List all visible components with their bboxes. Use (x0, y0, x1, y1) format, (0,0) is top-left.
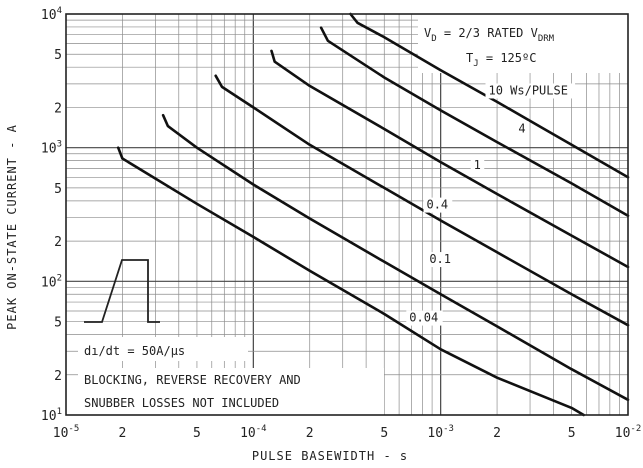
x-tick-label: 10-2 (615, 424, 642, 441)
curve-labels: 10 Ws/PULSE 4 1 0.4 0.1 0.04 (406, 83, 576, 326)
curve-4 (319, 26, 630, 217)
x-tick-label: 5 (568, 426, 576, 441)
y-tick-label: 5 (54, 182, 62, 197)
y-axis-title: PEAK ON-STATE CURRENT - A (5, 124, 19, 330)
y-tick-label: 2 (54, 369, 62, 384)
curve-label-bg (515, 121, 530, 137)
plot-frame (65, 13, 629, 416)
curve-label-bg (406, 310, 443, 326)
y-tick-label: 2 (54, 101, 62, 116)
tick-labels: 10-5 2 5 10-4 2 5 10-3 2 5 10-2 101 2 5 102 2 5 103 2 5 104 (41, 6, 641, 441)
curve-label: 1 (474, 158, 481, 172)
note-line-1: BLOCKING, REVERSE RECOVERY AND (84, 373, 301, 387)
curve-0.04 (116, 146, 585, 417)
x-axis-title: PULSE BASEWIDTH - s (252, 449, 408, 463)
note-line-2: SNUBBER LOSSES NOT INCLUDED (84, 396, 279, 410)
didt-box (78, 337, 248, 361)
x-tick-label: 10-4 (240, 424, 266, 441)
condition-voltage: VD = 2/3 RATED VDRM (424, 26, 555, 44)
y-tick-label: 102 (41, 273, 62, 290)
y-tick-label: 101 (41, 407, 62, 424)
x-tick-label: 5 (193, 426, 201, 441)
curve-label: 4 (518, 121, 525, 135)
curves (116, 12, 630, 417)
curve-label-bg (426, 252, 456, 268)
note-box (78, 368, 384, 416)
y-tick-label: 5 (54, 316, 62, 331)
condition-temperature: TJ = 125ºC (466, 51, 536, 69)
curve-label: 0.04 (409, 311, 438, 325)
curve-label: 0.1 (429, 252, 451, 266)
curve-10 (349, 12, 630, 179)
x-tick-label: 5 (380, 426, 388, 441)
curve-label: 0.4 (426, 198, 448, 212)
curve-0.4 (214, 74, 630, 327)
curve-label-bg (470, 158, 485, 174)
y-tick-label: 104 (41, 6, 62, 23)
x-tick-label: 2 (493, 426, 501, 441)
curve-label-bg (485, 83, 576, 99)
x-tick-label: 10-5 (53, 424, 80, 441)
curve-1 (270, 49, 630, 269)
y-tick-label: 5 (54, 48, 62, 63)
pulse-waveform-icon (84, 259, 160, 323)
x-tick-label: 2 (118, 426, 126, 441)
x-tick-label: 2 (306, 426, 314, 441)
curve-label: 10 Ws/PULSE (488, 83, 567, 97)
pulse-waveform-inset (84, 259, 160, 323)
didt-annotation: dı/dt = 50A/μs (84, 344, 185, 358)
curve-0.1 (161, 113, 630, 402)
y-tick-label: 2 (54, 235, 62, 250)
y-tick-label: 103 (41, 140, 62, 157)
curve-label-bg (423, 197, 453, 213)
conditions-box (418, 7, 628, 73)
annotations: VD = 2/3 RATED VDRM TJ = 125ºC dı/dt = 5… (78, 7, 628, 416)
x-tick-label: 10-3 (427, 424, 454, 441)
